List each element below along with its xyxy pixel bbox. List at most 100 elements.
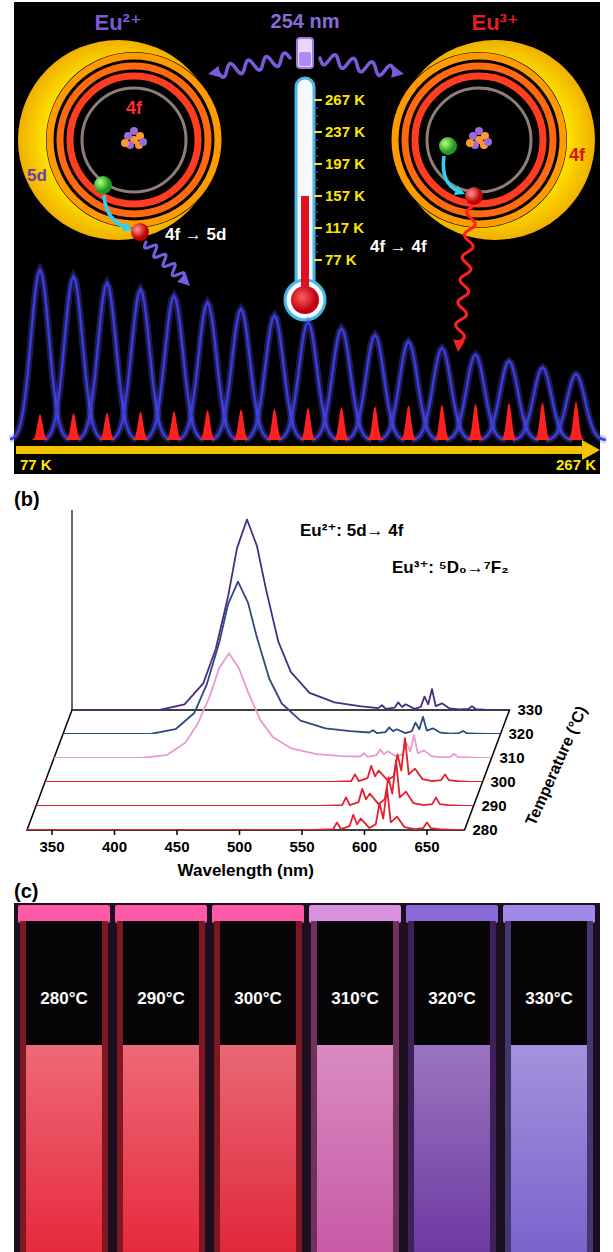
- cuvette-shine: [123, 1045, 199, 1252]
- thermometer-label: 157 K: [325, 187, 365, 204]
- thermometer-tick: [314, 163, 322, 165]
- thermometer-tick: [314, 227, 322, 229]
- emission-wave: [456, 207, 476, 342]
- eu3-peak: [198, 410, 218, 440]
- cuvette: 310°C: [309, 905, 401, 1252]
- ion-label: Eu³⁺: [471, 10, 518, 35]
- cuvette-cap: [115, 905, 207, 923]
- cuvette-wall: [296, 921, 302, 1252]
- eu3-peak: [432, 404, 452, 440]
- cuvette-wall: [311, 921, 317, 1252]
- eu3-peak: [265, 408, 285, 440]
- thermometer-bulb: [285, 280, 325, 320]
- shell-4f-ring: [405, 66, 553, 214]
- cuvette-wall: [102, 921, 108, 1252]
- x-tick: [301, 830, 303, 835]
- x-tick-label: 600: [352, 838, 377, 855]
- electron: [131, 223, 149, 241]
- cuvette-wall: [587, 921, 593, 1252]
- thermometer-label: 77 K: [325, 251, 357, 268]
- thermometer-label: 117 K: [325, 219, 364, 236]
- cuvette-cap: [18, 905, 110, 923]
- spectrum-line: [54, 653, 492, 758]
- shell-label: 5d: [27, 166, 47, 185]
- cuvette-wall: [490, 921, 496, 1252]
- temperature-tick-label: 300: [491, 773, 516, 790]
- cuvette-shine: [26, 1045, 102, 1252]
- cuvette: 300°C: [212, 905, 304, 1252]
- thermometer-label: 267 K: [325, 91, 365, 108]
- thermometer-minor-tick: [314, 148, 318, 149]
- cuvette-wall: [408, 921, 414, 1252]
- cuvette: 330°C: [503, 905, 595, 1252]
- x-tick: [426, 830, 428, 835]
- uv-lamp: [297, 38, 313, 68]
- x-tick: [176, 830, 178, 835]
- eu3-peak: [466, 404, 486, 440]
- arrow-head: [391, 66, 404, 78]
- shell-4f-ring: [50, 56, 218, 224]
- shell-4f-ring: [60, 66, 208, 214]
- thermometer-label: 237 K: [325, 123, 365, 140]
- panel-a-background: [14, 2, 600, 474]
- spectrum-line: [27, 788, 465, 830]
- transition-arrow: [104, 195, 128, 228]
- eu3-peak: [298, 408, 318, 440]
- x-tick-label: 500: [227, 838, 252, 855]
- cuvette-liquid: [414, 1045, 490, 1252]
- cuvette-body: [117, 921, 205, 1252]
- cuvette-wall: [393, 921, 399, 1252]
- photo-background: [14, 903, 600, 1252]
- orbit: [427, 88, 531, 192]
- thermometer-tick: [314, 195, 322, 197]
- thermometer-minor-tick: [314, 204, 318, 205]
- y-axis-line: [71, 510, 72, 710]
- panel-a: Eu²⁺Eu³⁺5d4f4f4f → 5d4f → 4f254 nm267 K2…: [10, 2, 606, 474]
- eu3-peak: [64, 413, 84, 440]
- cuvette: 280°C: [18, 905, 110, 1252]
- arrow-head: [453, 339, 465, 352]
- shell-label: 4f: [126, 98, 143, 118]
- annotation: Eu²⁺: 5d→ 4f: [300, 521, 404, 540]
- emission-wave: [218, 53, 290, 77]
- spectrum-line: [63, 582, 501, 734]
- eu3-peak: [30, 414, 50, 440]
- cuvette-liquid: [511, 1045, 587, 1252]
- eu3-peak: [365, 406, 385, 440]
- thermometer-minor-tick: [314, 252, 318, 253]
- thermometer-bulb-fill: [291, 286, 319, 314]
- nucleus-particle: [121, 139, 129, 147]
- nucleus-particle: [139, 138, 147, 146]
- cuvette-body: [20, 921, 108, 1252]
- arrow-head: [177, 273, 190, 286]
- cuvette-cap: [309, 905, 401, 923]
- cuvette-label: 300°C: [234, 989, 281, 1008]
- thermometer-level: [301, 196, 309, 300]
- eu3-peak: [399, 405, 419, 440]
- x-tick-label: 350: [39, 838, 64, 855]
- cuvette-body: [214, 921, 302, 1252]
- x-tick-label: 450: [164, 838, 189, 855]
- x-tick: [239, 830, 241, 835]
- cuvette-shine: [511, 1045, 587, 1252]
- figure: Eu²⁺Eu³⁺5d4f4f4f → 5d4f → 4f254 nm267 K2…: [0, 0, 613, 1252]
- floor-frame: [27, 710, 510, 830]
- temperature-tick-label: 320: [509, 725, 534, 742]
- cuvette-label: 290°C: [137, 989, 184, 1008]
- panel-label: (b): [14, 488, 40, 510]
- nucleus-particle: [475, 127, 483, 135]
- cuvette-liquid: [317, 1045, 393, 1252]
- cuvette-wall: [214, 921, 220, 1252]
- transition-label: 4f → 4f: [370, 237, 427, 256]
- shell-4f-ring: [415, 76, 543, 204]
- thermometer-minor-tick: [314, 140, 318, 141]
- cuvette-wall: [20, 921, 26, 1252]
- thermometer-minor-tick: [314, 236, 318, 237]
- transition-label: 4f → 5d: [165, 225, 226, 244]
- arrow-head: [208, 66, 221, 78]
- cuvette-shine: [317, 1045, 393, 1252]
- series-group: [27, 788, 465, 830]
- x-tick: [51, 830, 53, 835]
- cuvette-liquid: [26, 1045, 102, 1252]
- eu3-peak: [533, 402, 553, 440]
